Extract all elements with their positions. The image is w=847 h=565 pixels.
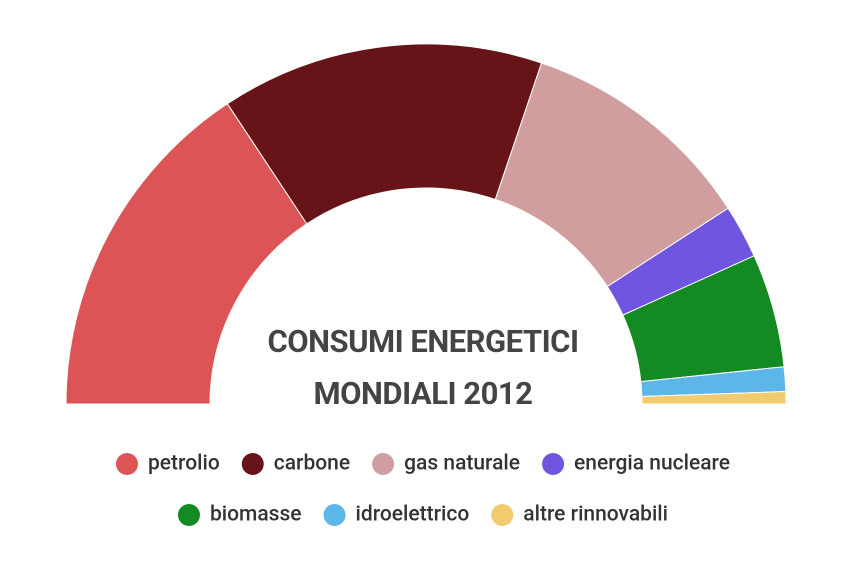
- slice: [641, 391, 787, 405]
- legend-label: energia nucleare: [574, 452, 730, 476]
- legend-marker: [241, 453, 264, 475]
- legend-label: carbone: [274, 452, 350, 476]
- legend-label: altre rinnovabili: [523, 503, 668, 527]
- legend-marker: [177, 504, 200, 526]
- legend-marker: [542, 453, 565, 475]
- legend-label: petrolio: [148, 452, 220, 476]
- chart-title: CONSUMI ENERGETICI MONDIALI 2012: [267, 323, 579, 412]
- legend-label: biomasse: [210, 503, 302, 527]
- slice: [65, 103, 308, 405]
- legend-marker: [323, 504, 346, 526]
- legend-marker: [491, 504, 514, 526]
- legend-label: idroelettrico: [356, 503, 470, 527]
- legend-marker: [372, 453, 395, 475]
- legend-label: gas naturale: [404, 452, 520, 476]
- legend-marker: [116, 453, 138, 475]
